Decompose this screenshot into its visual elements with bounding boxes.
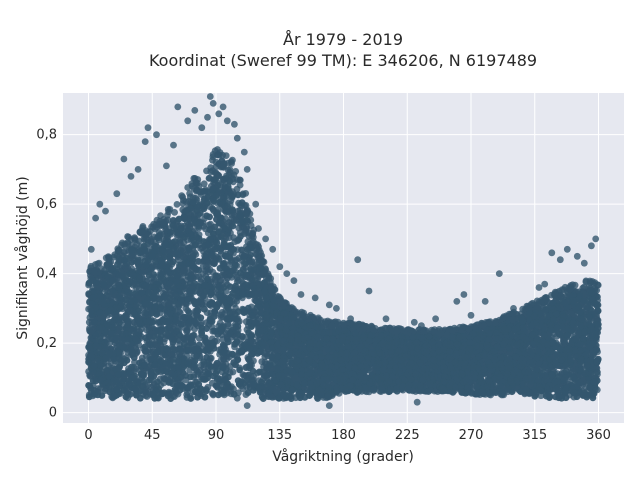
data-point bbox=[171, 209, 179, 216]
data-points bbox=[85, 93, 602, 409]
data-point bbox=[233, 185, 241, 193]
data-point bbox=[209, 390, 217, 398]
data-point bbox=[229, 368, 237, 376]
data-point bbox=[222, 152, 230, 160]
data-point bbox=[173, 201, 181, 208]
data-point bbox=[153, 216, 161, 224]
data-point bbox=[125, 233, 132, 241]
data-point bbox=[250, 372, 257, 380]
chart-title: År 1979 - 2019 bbox=[283, 30, 403, 49]
chart-subtitle: Koordinat (Sweref 99 TM): E 346206, N 61… bbox=[149, 51, 537, 70]
data-point bbox=[214, 151, 222, 159]
data-point bbox=[141, 388, 149, 396]
data-point bbox=[242, 190, 250, 197]
data-point bbox=[200, 180, 208, 188]
